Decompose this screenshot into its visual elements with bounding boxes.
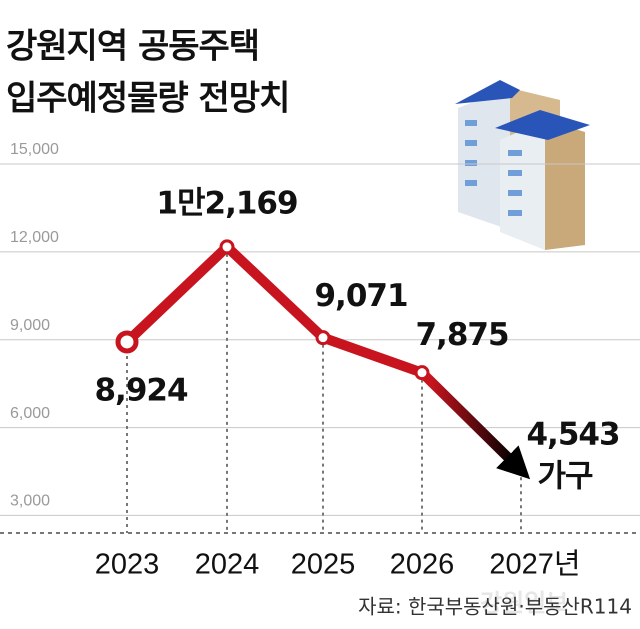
marker [414,365,430,381]
x-tick-label: 2026 [390,549,455,581]
y-tick-label: 15,000 [10,141,59,158]
x-tick-label: 2023 [95,549,160,581]
y-tick-label: 9,000 [10,317,50,334]
data-label: 1만2,169 [156,185,297,221]
y-tick-label: 12,000 [10,229,59,246]
y-tick-label: 6,000 [10,405,50,422]
data-label: 4,543 [526,417,619,453]
chart-title: 입주예정물량 전망치 [6,79,289,119]
chart-title: 강원지역 공동주택 [6,27,259,67]
x-tick-label: 2025 [291,549,356,581]
data-label: 9,071 [314,278,407,314]
unit-label: 가구 [537,459,593,495]
x-tick-label: 2027년 [489,549,580,581]
watermark: 강원일보 [480,589,568,617]
data-label: 8,924 [94,372,187,408]
source: 자료: 한국부동산원·부동산R114 [358,595,632,619]
building-icon [455,80,590,250]
x-tick-label: 2024 [195,549,260,581]
y-tick-label: 3,000 [10,493,50,510]
marker [315,330,331,346]
data-label: 7,875 [415,317,508,353]
marker [219,239,235,255]
marker [115,330,139,354]
